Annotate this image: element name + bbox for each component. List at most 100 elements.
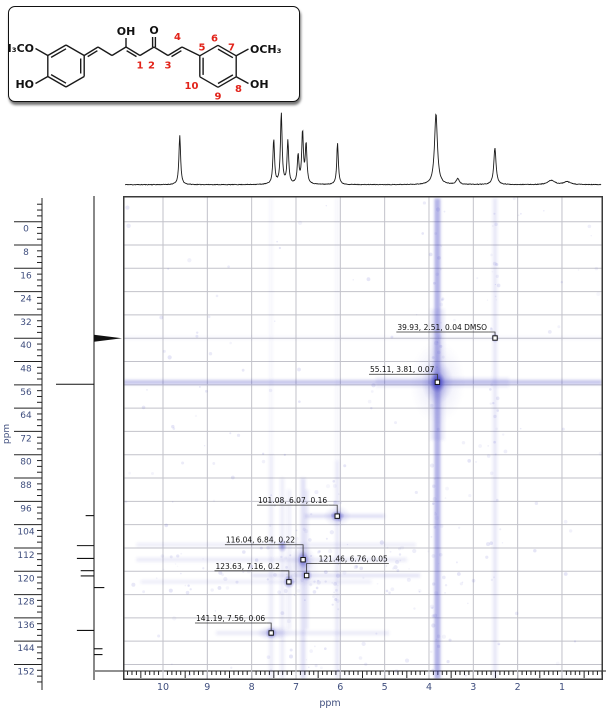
noise-dot [492, 261, 497, 266]
noise-dot [304, 529, 309, 534]
noise-dot [474, 460, 478, 464]
noise-dot [172, 427, 176, 430]
noise-dot [495, 274, 499, 278]
noise-dot [159, 315, 164, 320]
cross-peak-blob [277, 538, 288, 553]
noise-dot [493, 576, 495, 579]
noise-dot [128, 471, 132, 475]
noise-dot [414, 490, 418, 495]
noise-dot [329, 530, 334, 535]
tick-label-88: 88 [20, 481, 32, 491]
noise-dot [431, 554, 436, 558]
v-streak [492, 198, 498, 680]
bond [181, 46, 201, 57]
noise-dot [124, 500, 128, 504]
structure-atom-labels: H₃CO HO OH O OCH₃ OH [9, 24, 282, 91]
noise-dot [199, 386, 201, 388]
noise-dot [188, 673, 191, 677]
noise-dot [459, 582, 463, 586]
noise-dot [280, 611, 285, 616]
position-number-7: 7 [228, 43, 235, 54]
noise-dot [476, 277, 479, 280]
noise-dot [395, 559, 400, 565]
tick-label-7: 7 [293, 682, 299, 693]
noise-dot [370, 390, 374, 393]
noise-dot [212, 462, 216, 465]
plot-content: 39.93, 2.51, 0.04 DMSO 55.11, 3.81, 0.07 1… [123, 196, 603, 680]
noise-dot [444, 497, 447, 499]
noise-dot [230, 666, 233, 669]
bond [97, 46, 113, 57]
noise-dot [325, 205, 328, 207]
tick-label-1: 1 [559, 682, 565, 693]
noise-dot [388, 591, 391, 595]
noise-dot [167, 267, 170, 270]
noise-dot [496, 409, 500, 412]
noise-dot [171, 424, 175, 429]
noise-dot [168, 588, 173, 593]
noise-dot [563, 572, 568, 576]
noise-dot [490, 253, 493, 257]
atom-label-ketone-o: O [149, 24, 158, 37]
noise-dot [266, 545, 270, 550]
noise-dot [336, 584, 339, 587]
label-connector [280, 570, 290, 580]
noise-dot [248, 564, 254, 569]
noise-dot [431, 623, 436, 628]
noise-dot [590, 235, 592, 237]
noise-dot [337, 608, 340, 611]
noise-dot [430, 650, 433, 653]
tick-label-40: 40 [20, 341, 32, 351]
noise-dot [131, 582, 136, 587]
h1-axis-unit-label: ppm [319, 698, 340, 709]
noise-dot [433, 503, 435, 505]
noise-dot [283, 453, 286, 456]
noise-dot [167, 355, 172, 360]
noise-dot [370, 406, 373, 410]
cross-peak-label: 141.19, 7.56, 0.06 [196, 614, 265, 623]
noise-dot [331, 582, 334, 584]
noise-dot [164, 523, 169, 528]
noise-dot [467, 602, 469, 605]
noise-dot [493, 414, 497, 419]
cross-peak-label: 55.11, 3.81, 0.07 [370, 365, 435, 374]
noise-dot [493, 440, 496, 444]
noise-dot [242, 550, 246, 554]
noise-dot [486, 454, 491, 458]
cross-peak-marker [303, 572, 310, 579]
tick-label-8: 8 [23, 248, 29, 258]
noise-dot [203, 445, 206, 447]
cross-peak-label: 116.04, 6.84, 0.22 [226, 536, 295, 545]
c13-axis-tick-labels: 0 8 16 24 32 40 48 56 64 72 80 88 96 104 112 120 128 136 1… [17, 225, 34, 678]
noise-dot [448, 638, 452, 642]
tick-label-8: 8 [249, 682, 255, 693]
cross-peak-blob [262, 624, 295, 641]
noise-dot [337, 563, 340, 566]
noise-dot [496, 283, 501, 288]
plot-border [123, 196, 603, 680]
bond [235, 48, 249, 57]
tick-label-0: 0 [23, 225, 29, 235]
structure-position-numbers: 1 2 3 4 567 8 9 10 [137, 32, 243, 100]
noise-dot [266, 655, 271, 659]
noise-dot [396, 569, 400, 572]
noise-dot [487, 444, 490, 447]
noise-dot [297, 220, 303, 225]
noise-dot [176, 565, 179, 568]
noise-dot [438, 552, 443, 557]
noise-dot [180, 552, 183, 555]
noise-dot [338, 554, 341, 557]
noise-dot [491, 271, 494, 273]
noise-dot [295, 537, 299, 541]
noise-dot [427, 550, 430, 553]
noise-dot [346, 543, 349, 546]
noise-dot [343, 464, 347, 468]
noise-dot [433, 525, 437, 529]
noise-dot [495, 427, 499, 431]
noise-dot [325, 537, 328, 540]
noise-dot [397, 547, 401, 551]
noise-dot [400, 545, 405, 550]
cross-peak-marker [268, 630, 274, 636]
noise-dot [313, 645, 316, 648]
